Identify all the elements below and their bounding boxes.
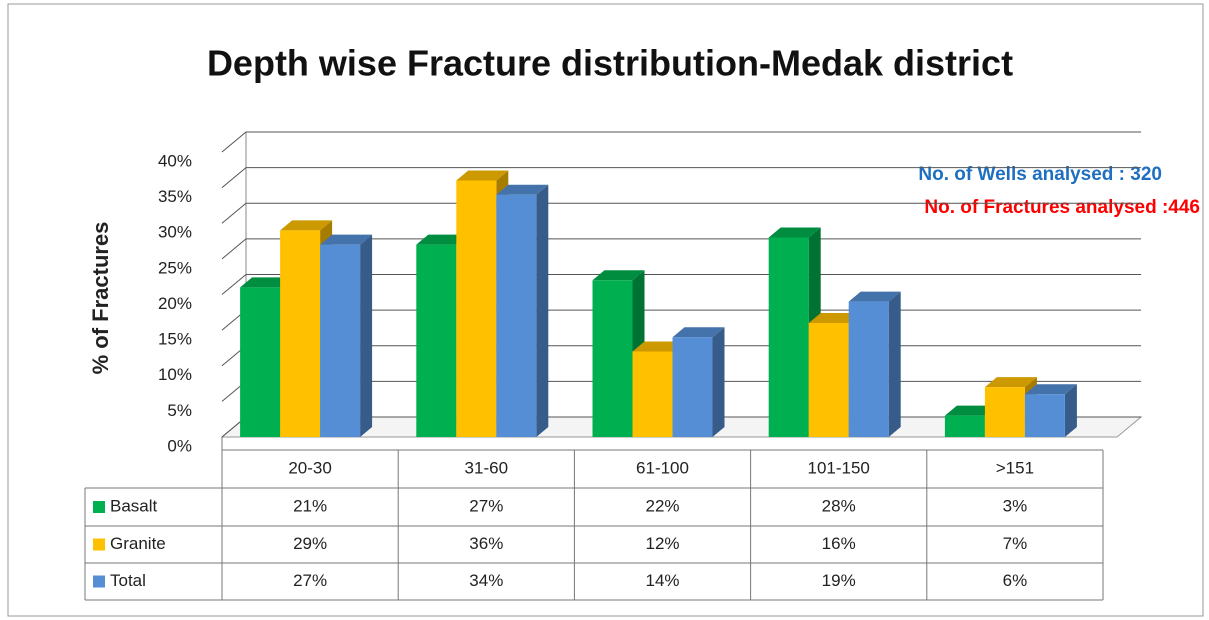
y-axis-label: % of Fractures: [88, 222, 113, 375]
data-label: 29%: [293, 534, 327, 553]
legend-label: Granite: [110, 534, 166, 553]
annotation: No. of Wells analysed : 320: [918, 164, 1162, 185]
bar: [944, 415, 985, 437]
data-label: 27%: [293, 571, 327, 590]
bar-side: [1064, 384, 1077, 437]
y-tick-label: 20%: [158, 294, 192, 313]
bar-side: [888, 291, 901, 437]
data-label: 22%: [645, 496, 679, 515]
bar: [592, 280, 633, 437]
data-label: 28%: [822, 496, 856, 515]
data-label: 12%: [645, 534, 679, 553]
bar: [984, 387, 1025, 437]
y-tick-label: 30%: [158, 223, 192, 242]
bar-top: [280, 220, 333, 231]
y-tick-label: 0%: [167, 436, 192, 455]
bar: [496, 194, 537, 437]
bar-top: [984, 377, 1037, 388]
data-label: 7%: [1003, 534, 1028, 553]
x-tick-label: 101-150: [808, 458, 870, 477]
data-label: 19%: [822, 571, 856, 590]
data-label: 14%: [645, 571, 679, 590]
data-label: 34%: [469, 571, 503, 590]
annotation: No. of Fractures analysed :446: [924, 197, 1200, 218]
bar-top: [1024, 384, 1077, 395]
bar-top: [496, 184, 549, 195]
grid-line: [221, 167, 1141, 189]
frame: [7, 3, 1204, 617]
y-tick-label: 35%: [158, 187, 192, 206]
legend-label: Total: [110, 571, 146, 590]
grid-line: [221, 274, 1141, 295]
bar: [416, 244, 457, 437]
data-label: 36%: [469, 534, 503, 553]
x-tick-label: 20-30: [288, 458, 331, 477]
y-tick-label: 15%: [158, 330, 192, 349]
data-label: 3%: [1003, 496, 1028, 515]
x-tick-label: 31-60: [465, 458, 508, 477]
bar-top: [672, 327, 725, 338]
bar-top: [456, 170, 509, 181]
grid-line: [221, 202, 1141, 224]
legend-swatch: [93, 501, 105, 513]
legend-swatch: [93, 538, 105, 551]
bar: [848, 301, 889, 437]
bar: [1024, 394, 1065, 437]
y-tick-label: 10%: [158, 365, 192, 384]
bar-top: [768, 227, 821, 238]
data-label: 27%: [469, 496, 503, 515]
bar-top: [944, 405, 997, 416]
bar: [672, 337, 713, 437]
bar-side: [360, 234, 373, 437]
legend-label: Basalt: [110, 496, 158, 515]
bar-top: [848, 291, 901, 302]
bar: [456, 180, 497, 437]
bar: [768, 237, 809, 437]
data-label: 6%: [1003, 571, 1028, 590]
legend-swatch: [93, 575, 105, 588]
x-tick-label: >151: [996, 458, 1034, 477]
data-label: 16%: [822, 534, 856, 553]
bar: [320, 244, 361, 437]
grid-line: [221, 238, 1141, 260]
y-tick-label: 40%: [158, 151, 192, 170]
bar: [808, 323, 849, 437]
chart-title: Depth wise Fracture distribution-Medak d…: [207, 43, 1013, 84]
data-label: 21%: [293, 496, 327, 515]
bar-side: [712, 327, 725, 437]
bar-top: [240, 277, 293, 288]
grid-line: [221, 131, 1141, 153]
bar-top: [808, 313, 861, 323]
bar-top: [320, 234, 373, 245]
y-tick-label: 25%: [158, 258, 192, 277]
bar-top: [632, 341, 685, 352]
bar-side: [536, 184, 549, 437]
x-tick-label: 61-100: [636, 458, 689, 477]
bar-top: [416, 234, 469, 245]
bar: [240, 287, 281, 437]
bar: [632, 351, 673, 437]
y-tick-label: 5%: [167, 401, 192, 420]
bar: [280, 230, 321, 437]
bar-top: [592, 270, 645, 281]
